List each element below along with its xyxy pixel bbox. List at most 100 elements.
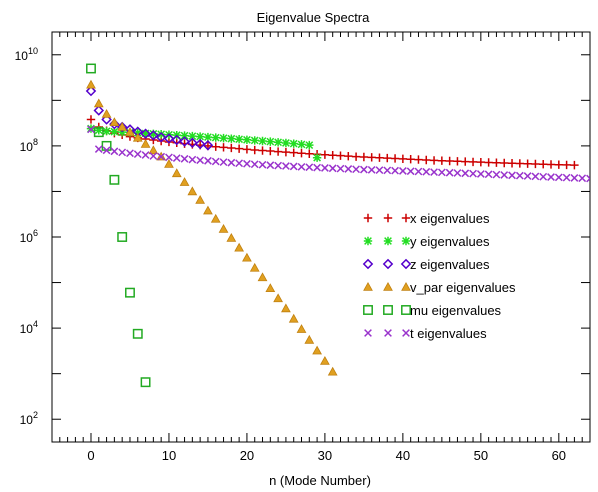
data-point [321,164,329,172]
series-t-eigenvalues [87,125,590,183]
data-point [352,165,360,174]
data-point [194,138,206,150]
data-point [203,132,213,142]
data-point [445,156,454,166]
data-point [391,166,399,175]
data-point [562,173,571,182]
legend-marker [383,236,393,246]
data-point [430,168,438,176]
data-point [179,177,190,186]
data-point [109,117,120,127]
data-point [94,126,103,135]
data-point [296,324,307,333]
data-point [484,170,493,179]
data-point [453,169,462,177]
data-point [250,160,259,169]
data-point [500,158,509,168]
legend-label: x eigenvalues [410,211,490,226]
data-point [102,146,111,155]
data-point [336,164,345,173]
data-point [266,161,275,170]
data-point [328,150,337,160]
data-point [204,156,212,165]
legend-marker [402,329,410,337]
data-point [94,145,103,153]
data-point [227,134,236,143]
data-point [93,105,105,116]
data-point [172,154,181,162]
y-tick-label: 102 [20,410,38,427]
legend-marker [401,236,411,246]
legend-marker [363,236,373,246]
data-point [149,129,158,139]
y-tick-label: 106 [20,228,38,245]
data-point [266,146,275,156]
data-point [234,144,244,153]
data-point [102,127,111,136]
data-point [344,165,353,173]
data-point [288,313,299,323]
data-point [188,131,197,141]
data-point [289,139,298,148]
legend: x eigenvalues y eigenvalues z eigenvalues v… [362,211,516,341]
data-point [210,213,221,223]
data-point [203,205,213,215]
legend-marker [400,258,412,270]
data-point [234,135,244,144]
data-point [126,149,134,158]
data-point [297,149,306,158]
data-point [274,161,283,170]
data-point [140,377,151,388]
data-point [327,366,338,376]
data-point [211,142,220,151]
data-point [125,127,135,136]
data-point [243,159,251,168]
data-point [476,157,486,167]
data-points [85,63,590,388]
data-point [164,158,174,168]
data-point [383,153,392,163]
data-point [109,174,120,185]
data-point [195,194,206,204]
y-tick-label: 104 [20,319,38,336]
data-point [157,152,166,161]
legend-marker [363,213,373,223]
data-point [179,136,190,147]
data-point [586,174,590,183]
legend-marker [382,258,394,270]
data-point [367,165,376,174]
legend-label: mu eigenvalues [410,303,502,318]
series-x-eigenvalues [86,115,579,170]
data-point [250,136,259,145]
data-point [140,138,151,148]
data-point [547,173,555,181]
data-point [242,145,252,154]
legend-item: y eigenvalues [363,234,490,249]
data-point [422,155,431,165]
data-point [367,153,376,162]
x-tick-label: 60 [552,448,566,463]
data-point [242,252,252,262]
data-point [570,160,579,170]
data-point [226,232,237,242]
data-point [171,134,183,146]
data-point [312,153,322,162]
data-point [235,159,244,168]
data-point [195,132,205,141]
data-point [281,138,291,148]
legend-item: v_par eigenvalues [363,280,516,295]
legend-marker [363,281,373,291]
data-point [148,145,159,155]
legend-marker [383,281,393,291]
data-point [289,162,298,171]
data-point [250,145,259,155]
data-point [305,163,314,172]
data-point [202,140,214,151]
data-point [351,152,361,161]
x-tick-label: 40 [396,448,410,463]
legend-marker [383,305,393,315]
data-point [492,170,501,179]
data-point [132,328,143,339]
data-point [500,171,509,179]
